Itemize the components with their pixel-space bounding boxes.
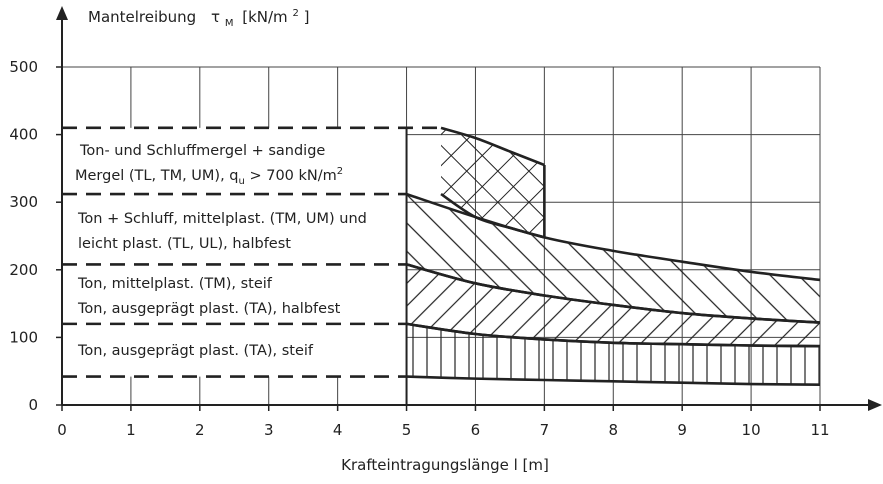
x-tick-label: 9 <box>677 421 687 439</box>
x-tick-label: 10 <box>742 421 761 439</box>
band-area-3 <box>406 194 820 323</box>
y-axis-unit: [kN/m <box>242 8 287 26</box>
x-tick-label: 8 <box>608 421 618 439</box>
y-tick-label: 100 <box>9 328 38 346</box>
x-tick-label: 5 <box>402 421 412 439</box>
band-lower-curve-1 <box>406 375 821 387</box>
x-tick-label: 7 <box>540 421 550 439</box>
band-label-2: Ton, mittelplast. (TM), steif Ton, ausgep… <box>77 276 341 317</box>
y-axis-unit-sup: 2 <box>292 8 298 19</box>
x-tick-label: 0 <box>57 421 67 439</box>
label-box: Ton, ausgeprägt plast. (TA), steif Ton, m… <box>63 127 408 405</box>
y-tick-label: 0 <box>28 396 38 414</box>
x-tick-label: 3 <box>264 421 274 439</box>
label-box-bg <box>63 127 407 377</box>
band-area-1 <box>406 323 820 385</box>
axes <box>56 6 882 411</box>
x-tick-label: 4 <box>333 421 343 439</box>
dashed-levels <box>62 126 445 378</box>
y-axis-unit-close: ] <box>304 8 310 26</box>
x-tick-label: 11 <box>810 421 829 439</box>
band-lower-curve-2 <box>406 322 821 348</box>
band-lower-curve-3 <box>406 263 821 324</box>
y-tick-label: 300 <box>9 193 38 211</box>
x-axis-title: Krafteintragungslänge l [m] <box>341 456 549 474</box>
band-label-4: Ton- und Schluffmergel + sandige Mergel (… <box>75 143 343 187</box>
y-axis-label: Mantelreibung <box>88 8 196 26</box>
band-label-1: Ton, ausgeprägt plast. (TA), steif <box>77 343 314 359</box>
x-axis-arrow-icon <box>868 399 882 411</box>
y-axis-title: Mantelreibung τ M [kN/m 2 ] <box>88 2 309 30</box>
band-label-3: Ton + Schluff, mittelplast. (TM, UM) und… <box>77 211 367 252</box>
y-tick-label: 200 <box>9 261 38 279</box>
y-axis-symbol-sub: M <box>225 18 234 29</box>
band-upper-curve-4 <box>440 126 545 167</box>
x-tick-label: 6 <box>471 421 481 439</box>
y-axis-symbol: τ <box>211 8 220 26</box>
x-tick-label: 2 <box>195 421 205 439</box>
band-curves <box>406 126 821 387</box>
band-lower-curve-4 <box>440 193 545 239</box>
x-tick-label: 1 <box>126 421 136 439</box>
y-axis-arrow-icon <box>56 6 68 20</box>
tick-labels: 0 1 2 3 4 5 6 7 8 9 10 11 0 100 200 300 400 500 <box>9 58 829 439</box>
y-tick-label: 400 <box>9 126 38 144</box>
y-tick-label: 500 <box>9 58 38 76</box>
